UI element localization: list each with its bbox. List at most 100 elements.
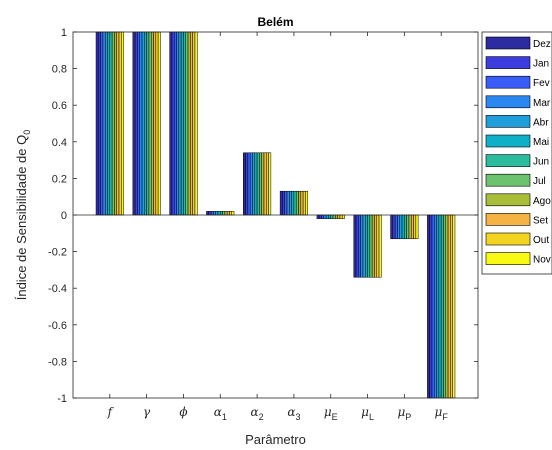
x-tick-label-sub: 3 [295,412,300,422]
bar-mai-7 [328,214,331,219]
bar-jul-7 [332,214,336,219]
y-axis-label-main: Índice de Sensibilidade de Q [14,135,29,301]
legend-label: Set [533,215,548,226]
legend-swatch-nov [485,252,531,265]
bar-set-5 [263,152,267,216]
bar-mai-2 [144,31,147,216]
bar-jun-10 [440,214,444,399]
bar-out-7 [339,214,343,219]
bar-fev-9 [394,214,398,240]
bar-set-9 [411,214,414,240]
bar-dez-8 [353,214,357,278]
y-tick-label: -1 [57,393,67,405]
bar-fev-10 [431,214,435,399]
x-tick-label: α3 [287,405,300,422]
x-tick-label: μF [435,405,449,422]
bar-jul-6 [295,190,299,216]
bar-jun-4 [220,211,223,216]
bar-dez-7 [316,214,320,219]
y-tick-label: -0.8 [48,356,67,368]
x-tick-label-sub: 2 [259,412,264,422]
bar-mar-2 [139,31,143,216]
bar-abr-6 [289,190,292,216]
bar-abr-9 [399,214,403,240]
x-tick-label-base: γ [143,405,151,419]
x-tick-label-sub: P [405,412,411,422]
bar-jun-6 [293,190,297,216]
bar-jun-8 [367,214,371,278]
bar-mar-7 [323,214,327,219]
bar-ago-10 [445,214,449,399]
bar-jan-10 [429,214,433,399]
bar-out-10 [450,214,453,399]
bar-abr-1 [104,31,108,216]
bar-jul-1 [111,31,115,216]
y-tick-label: -0.4 [48,283,67,295]
y-ticks: 1 0.8 0.6 0.4 0.2 0 -0.2 -0.4 -0.6 -0.8 -1 [48,27,478,405]
legend-label: Ago [533,196,551,207]
x-tick-label: γ [143,405,151,419]
y-tick-label: -0.2 [48,247,67,259]
bar-fev-5 [247,152,251,216]
chart-title: Belém [257,15,293,29]
bar-ago-6 [298,190,302,216]
bar-nov-5 [268,152,272,216]
x-ticks: f γ ϕ α1 α2 α3 μE μL μP μF [107,32,449,422]
bar-jul-9 [406,214,410,240]
bar-abr-10 [436,214,440,399]
x-tick-label-base: α [214,405,222,419]
bar-set-3 [190,31,193,216]
bar-abr-3 [178,31,182,216]
bar-dez-6 [279,190,283,216]
x-axis-label: Parâmetro [245,432,306,447]
bar-dez-5 [243,152,246,216]
x-tick-label-base: ϕ [179,405,187,419]
bar-jun-2 [146,31,150,216]
legend-swatch-mai [485,134,531,148]
bar-mai-6 [291,190,295,216]
bar-jan-5 [245,152,249,216]
legend-label: Jul [533,176,546,187]
x-tick-label-base: μ [435,405,443,419]
bar-nov-8 [378,214,382,278]
bar-nov-9 [415,214,419,240]
bar-set-4 [226,211,230,216]
bar-dez-1 [95,31,99,216]
bar-ago-8 [371,214,375,278]
legend-label: Mar [533,98,551,109]
bar-dez-9 [390,214,394,240]
bar-nov-10 [452,214,456,399]
bar-mar-5 [249,152,253,216]
bar-jun-3 [183,31,186,216]
bar-mai-9 [401,214,405,240]
bar-abr-5 [252,152,256,216]
bar-nov-4 [231,211,235,216]
bar-abr-8 [362,214,366,278]
bar-jan-8 [355,214,359,278]
legend-label: Abr [533,117,549,128]
bar-out-5 [266,152,269,216]
legend-swatch-mar [485,95,531,109]
bar-ago-7 [335,214,338,219]
legend-swatch-fev [485,75,531,89]
bar-jan-6 [282,190,285,216]
bar-jul-10 [443,214,447,399]
x-tick-label: μE [324,405,338,422]
bar-set-2 [153,31,157,216]
y-tick-label: 0.6 [52,100,67,112]
bar-mar-4 [213,211,216,216]
bar-out-1 [118,31,122,216]
bar-ago-4 [224,211,228,216]
legend-swatch-jun [485,154,531,167]
legend-label: Out [533,235,549,246]
bar-fev-8 [358,214,361,278]
y-tick-label: -0.6 [48,320,67,332]
bar-fev-6 [284,190,288,216]
legend-swatch-set [485,213,531,226]
y-tick-label: 0.8 [52,64,67,76]
y-tick-label: 1 [61,27,67,39]
bar-ago-5 [261,152,265,216]
y-axis-label: Índice de Sensibilidade de Q0 [14,130,32,301]
bar-nov-6 [305,190,308,216]
bar-ago-9 [408,214,412,240]
